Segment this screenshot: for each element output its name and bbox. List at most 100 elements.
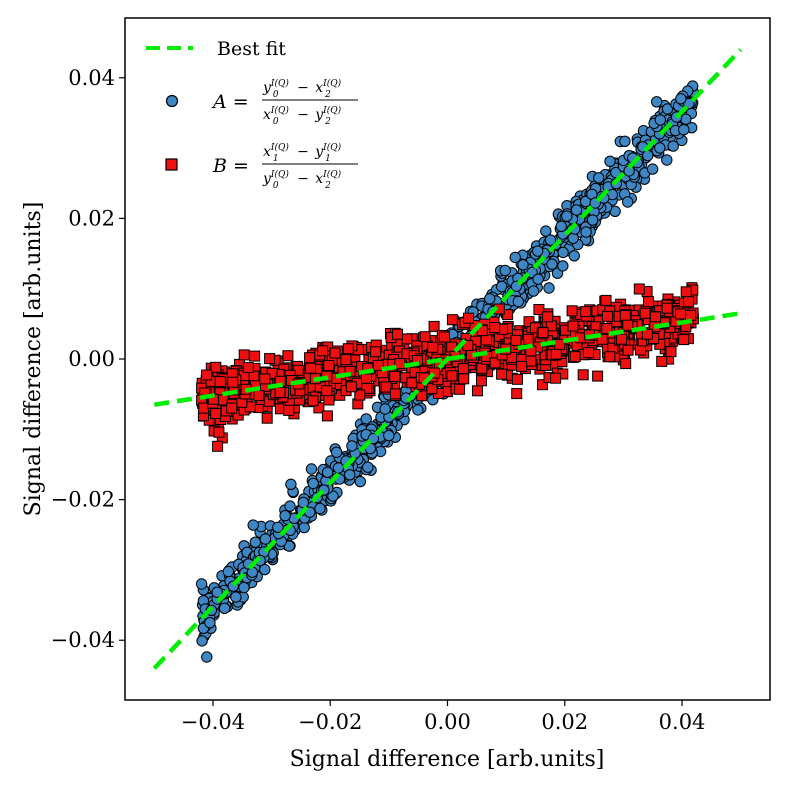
point-B — [214, 376, 226, 388]
point-B — [249, 350, 261, 362]
point-B — [419, 331, 431, 343]
x-axis-ticks: −0.04 −0.02 0.00 0.02 0.04 — [181, 700, 705, 734]
point-B — [226, 402, 238, 414]
x-axis-label: Signal difference [arb.units] — [290, 747, 605, 772]
point-B — [329, 347, 341, 359]
point-A — [654, 142, 666, 154]
legend-a-numerator: yI(Q) 0 − xI(Q) 2 — [262, 78, 342, 101]
y-tick-label: 0.04 — [68, 66, 115, 90]
point-A — [555, 220, 567, 233]
point-A — [509, 251, 521, 264]
point-B — [525, 355, 537, 367]
point-B — [406, 377, 418, 389]
plot-series — [195, 80, 700, 663]
point-B — [650, 311, 661, 323]
point-B — [622, 344, 634, 356]
point-A — [646, 163, 659, 175]
point-B — [580, 306, 592, 318]
point-A — [279, 510, 291, 522]
y-tick-label: 0.00 — [68, 347, 115, 371]
legend-b-numerator: xI(Q) 1 − yI(Q) 1 — [263, 142, 342, 165]
point-A — [661, 154, 673, 166]
point-B — [389, 388, 401, 400]
point-B — [639, 307, 651, 319]
point-B — [537, 327, 549, 339]
point-A — [346, 440, 358, 452]
point-A — [496, 280, 508, 293]
legend-b-fraction: xI(Q) 1 − yI(Q) 1 yI(Q) 0 − xI(Q) 2 — [262, 142, 358, 191]
point-A — [238, 581, 250, 594]
point-A — [230, 591, 242, 603]
y-tick-label: −0.02 — [51, 488, 115, 512]
point-B — [446, 370, 458, 382]
point-A — [544, 234, 557, 246]
point-B — [678, 334, 690, 346]
y-tick-label: 0.02 — [68, 206, 115, 230]
legend-fit-label: Best fit — [217, 38, 286, 60]
point-B — [596, 333, 608, 345]
point-A — [654, 114, 666, 126]
point-B — [238, 349, 250, 361]
point-A — [314, 502, 326, 515]
series-B — [196, 282, 699, 452]
point-B — [489, 322, 501, 333]
point-B — [516, 360, 528, 372]
point-B — [569, 351, 581, 363]
point-B — [550, 348, 562, 360]
point-A — [619, 135, 631, 148]
point-B — [619, 310, 631, 321]
legend-b-marker — [165, 158, 178, 171]
best-fit-line-1 — [152, 48, 743, 670]
point-B — [502, 309, 514, 321]
point-B — [601, 323, 613, 335]
point-B — [345, 381, 357, 393]
point-B — [361, 382, 373, 394]
point-B — [472, 385, 483, 397]
point-A — [546, 258, 558, 270]
point-B — [665, 346, 677, 358]
point-B — [446, 314, 458, 326]
best-fit-line-2 — [153, 311, 742, 407]
point-B — [426, 383, 438, 395]
point-B — [577, 369, 589, 381]
point-B — [604, 351, 616, 363]
point-B — [340, 354, 352, 366]
point-A — [567, 232, 579, 245]
point-B — [212, 440, 224, 452]
point-B — [323, 394, 335, 406]
point-A — [204, 617, 216, 629]
point-B — [675, 308, 686, 320]
point-A — [249, 536, 262, 548]
point-B — [496, 368, 508, 380]
point-B — [210, 408, 222, 419]
point-B — [683, 296, 695, 308]
point-A — [344, 469, 356, 481]
point-B — [305, 362, 317, 374]
point-B — [512, 373, 523, 385]
point-B — [476, 375, 487, 387]
point-B — [510, 334, 522, 346]
point-B — [213, 426, 225, 438]
point-A — [570, 204, 583, 216]
point-B — [537, 379, 548, 391]
point-B — [680, 286, 692, 298]
point-B — [583, 347, 594, 359]
point-A — [499, 264, 511, 277]
point-A — [540, 225, 552, 237]
point-A — [201, 651, 213, 663]
x-tick-label: −0.02 — [298, 710, 362, 734]
point-B — [321, 410, 333, 422]
point-B — [342, 343, 354, 355]
point-A — [321, 466, 334, 478]
point-A — [285, 478, 297, 490]
point-B — [633, 283, 645, 295]
point-A — [678, 124, 690, 136]
point-A — [527, 285, 540, 297]
point-B — [401, 333, 413, 345]
point-A — [412, 404, 424, 416]
point-B — [416, 390, 428, 402]
point-B — [304, 352, 316, 364]
point-A — [557, 246, 569, 259]
point-B — [242, 362, 254, 374]
